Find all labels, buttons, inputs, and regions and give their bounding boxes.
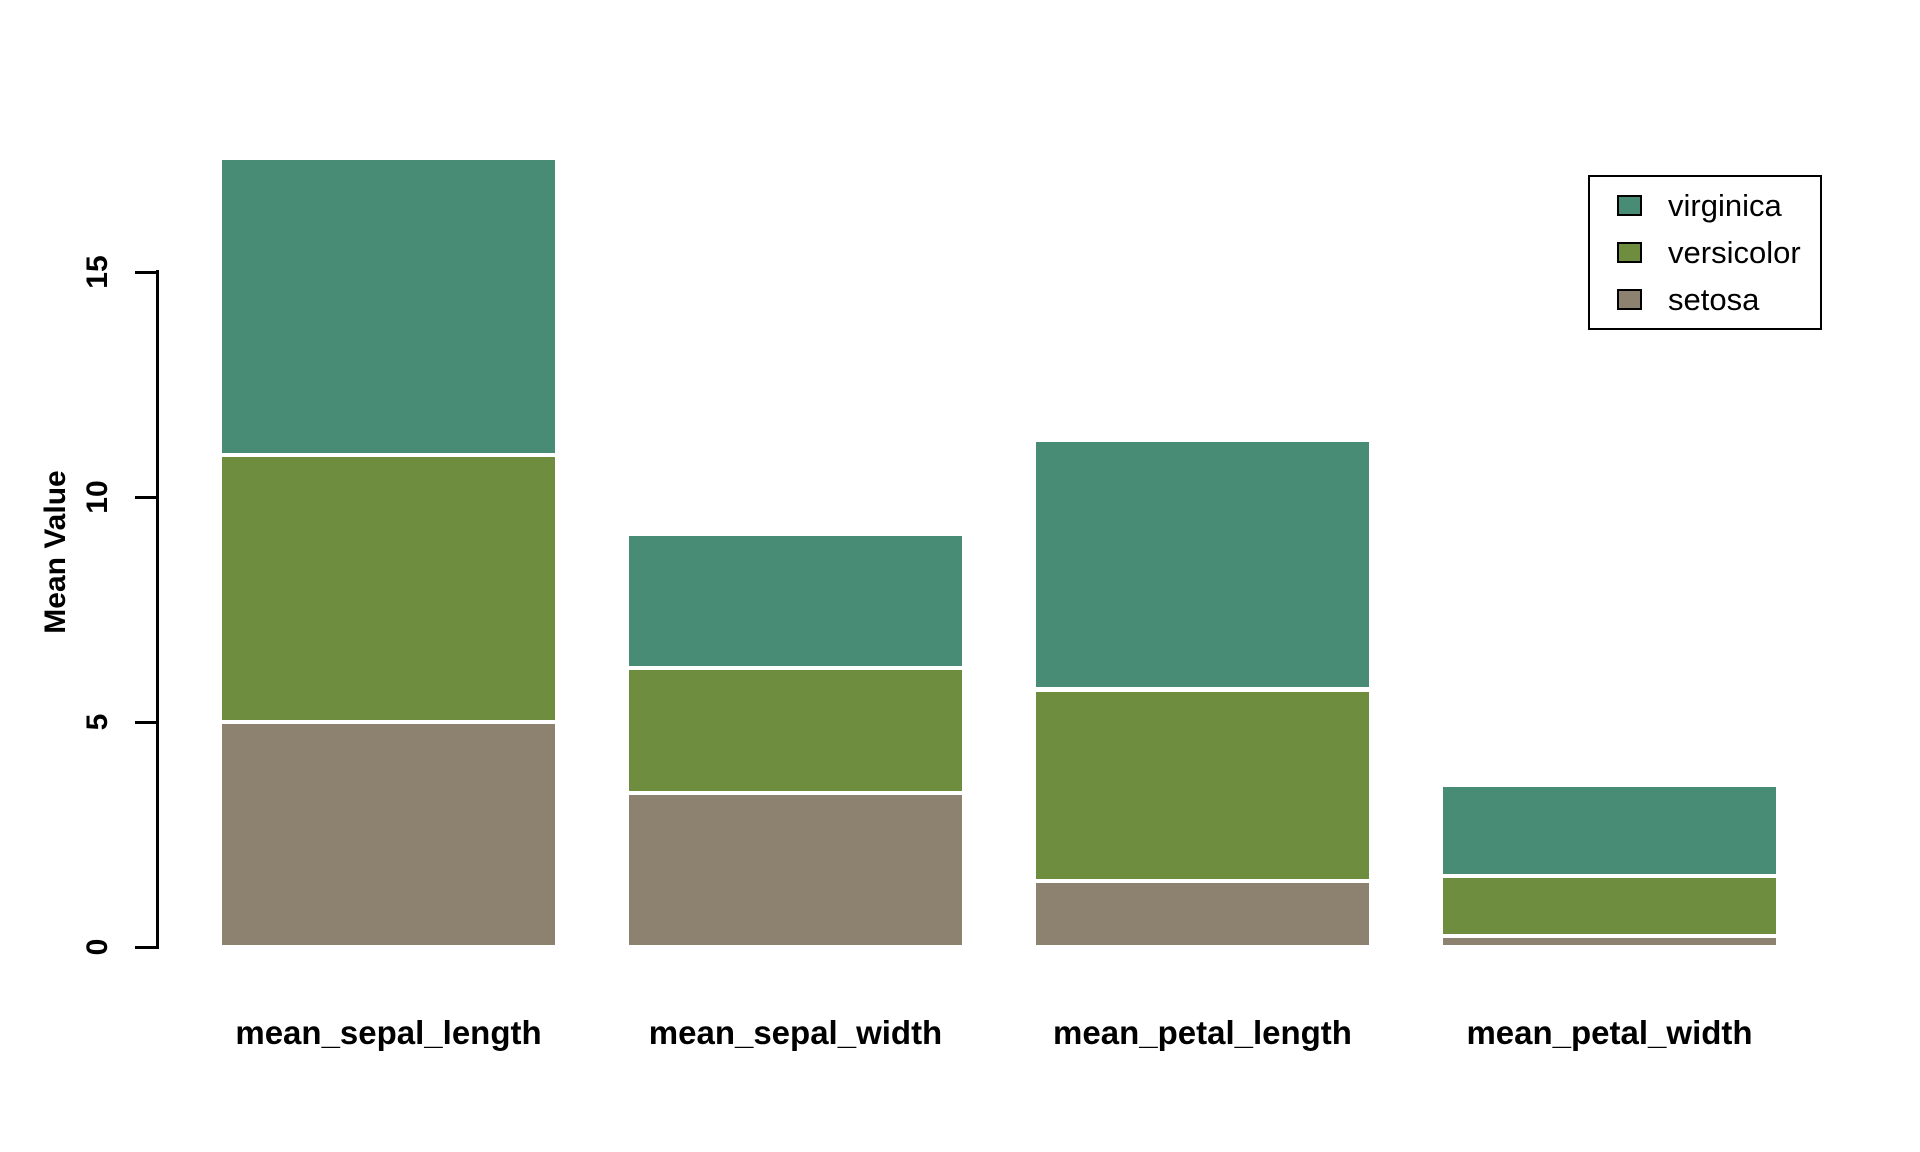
y-tick-mark [135, 495, 156, 499]
legend-row: setosa [1617, 284, 1820, 315]
y-tick-mark [135, 720, 156, 724]
bar-0-segment-versicolor [220, 454, 557, 722]
x-category-label: mean_petal_width [1466, 1014, 1753, 1051]
bar-0-segment-virginica [220, 158, 557, 455]
x-category-label: mean_sepal_length [235, 1014, 542, 1051]
bar-0-segment-setosa [220, 721, 557, 947]
bar-2-segment-virginica [1034, 439, 1371, 690]
y-axis-line [156, 270, 159, 949]
x-category-label: mean_petal_length [1053, 1014, 1352, 1051]
bar-3-segment-virginica [1441, 785, 1778, 877]
legend-swatch-virginica [1617, 195, 1642, 216]
bar-1-segment-virginica [627, 534, 964, 669]
legend-label: versicolor [1668, 235, 1801, 270]
legend-swatch-setosa [1617, 289, 1642, 310]
y-axis-title: Mean Value [39, 470, 72, 634]
y-tick-label: 15 [81, 255, 114, 289]
legend: virginica versicolor setosa [1588, 175, 1822, 330]
bar-2-segment-versicolor [1034, 689, 1371, 882]
legend-label: setosa [1668, 282, 1760, 317]
y-tick-label: 0 [81, 938, 114, 956]
y-tick-mark [135, 945, 156, 949]
bar-2-segment-setosa [1034, 881, 1371, 947]
y-tick-mark [135, 270, 156, 274]
bar-3-segment-versicolor [1441, 876, 1778, 936]
x-category-label: mean_sepal_width [648, 1014, 943, 1051]
bar-1-segment-setosa [627, 792, 964, 947]
bar-1-segment-versicolor [627, 668, 964, 793]
legend-swatch-versicolor [1617, 242, 1642, 263]
legend-row: versicolor [1617, 237, 1820, 268]
bar-3-segment-setosa [1441, 935, 1778, 947]
y-tick-label: 10 [81, 480, 114, 514]
legend-label: virginica [1668, 188, 1782, 223]
legend-row: virginica [1617, 190, 1820, 221]
y-tick-label: 5 [81, 713, 114, 731]
